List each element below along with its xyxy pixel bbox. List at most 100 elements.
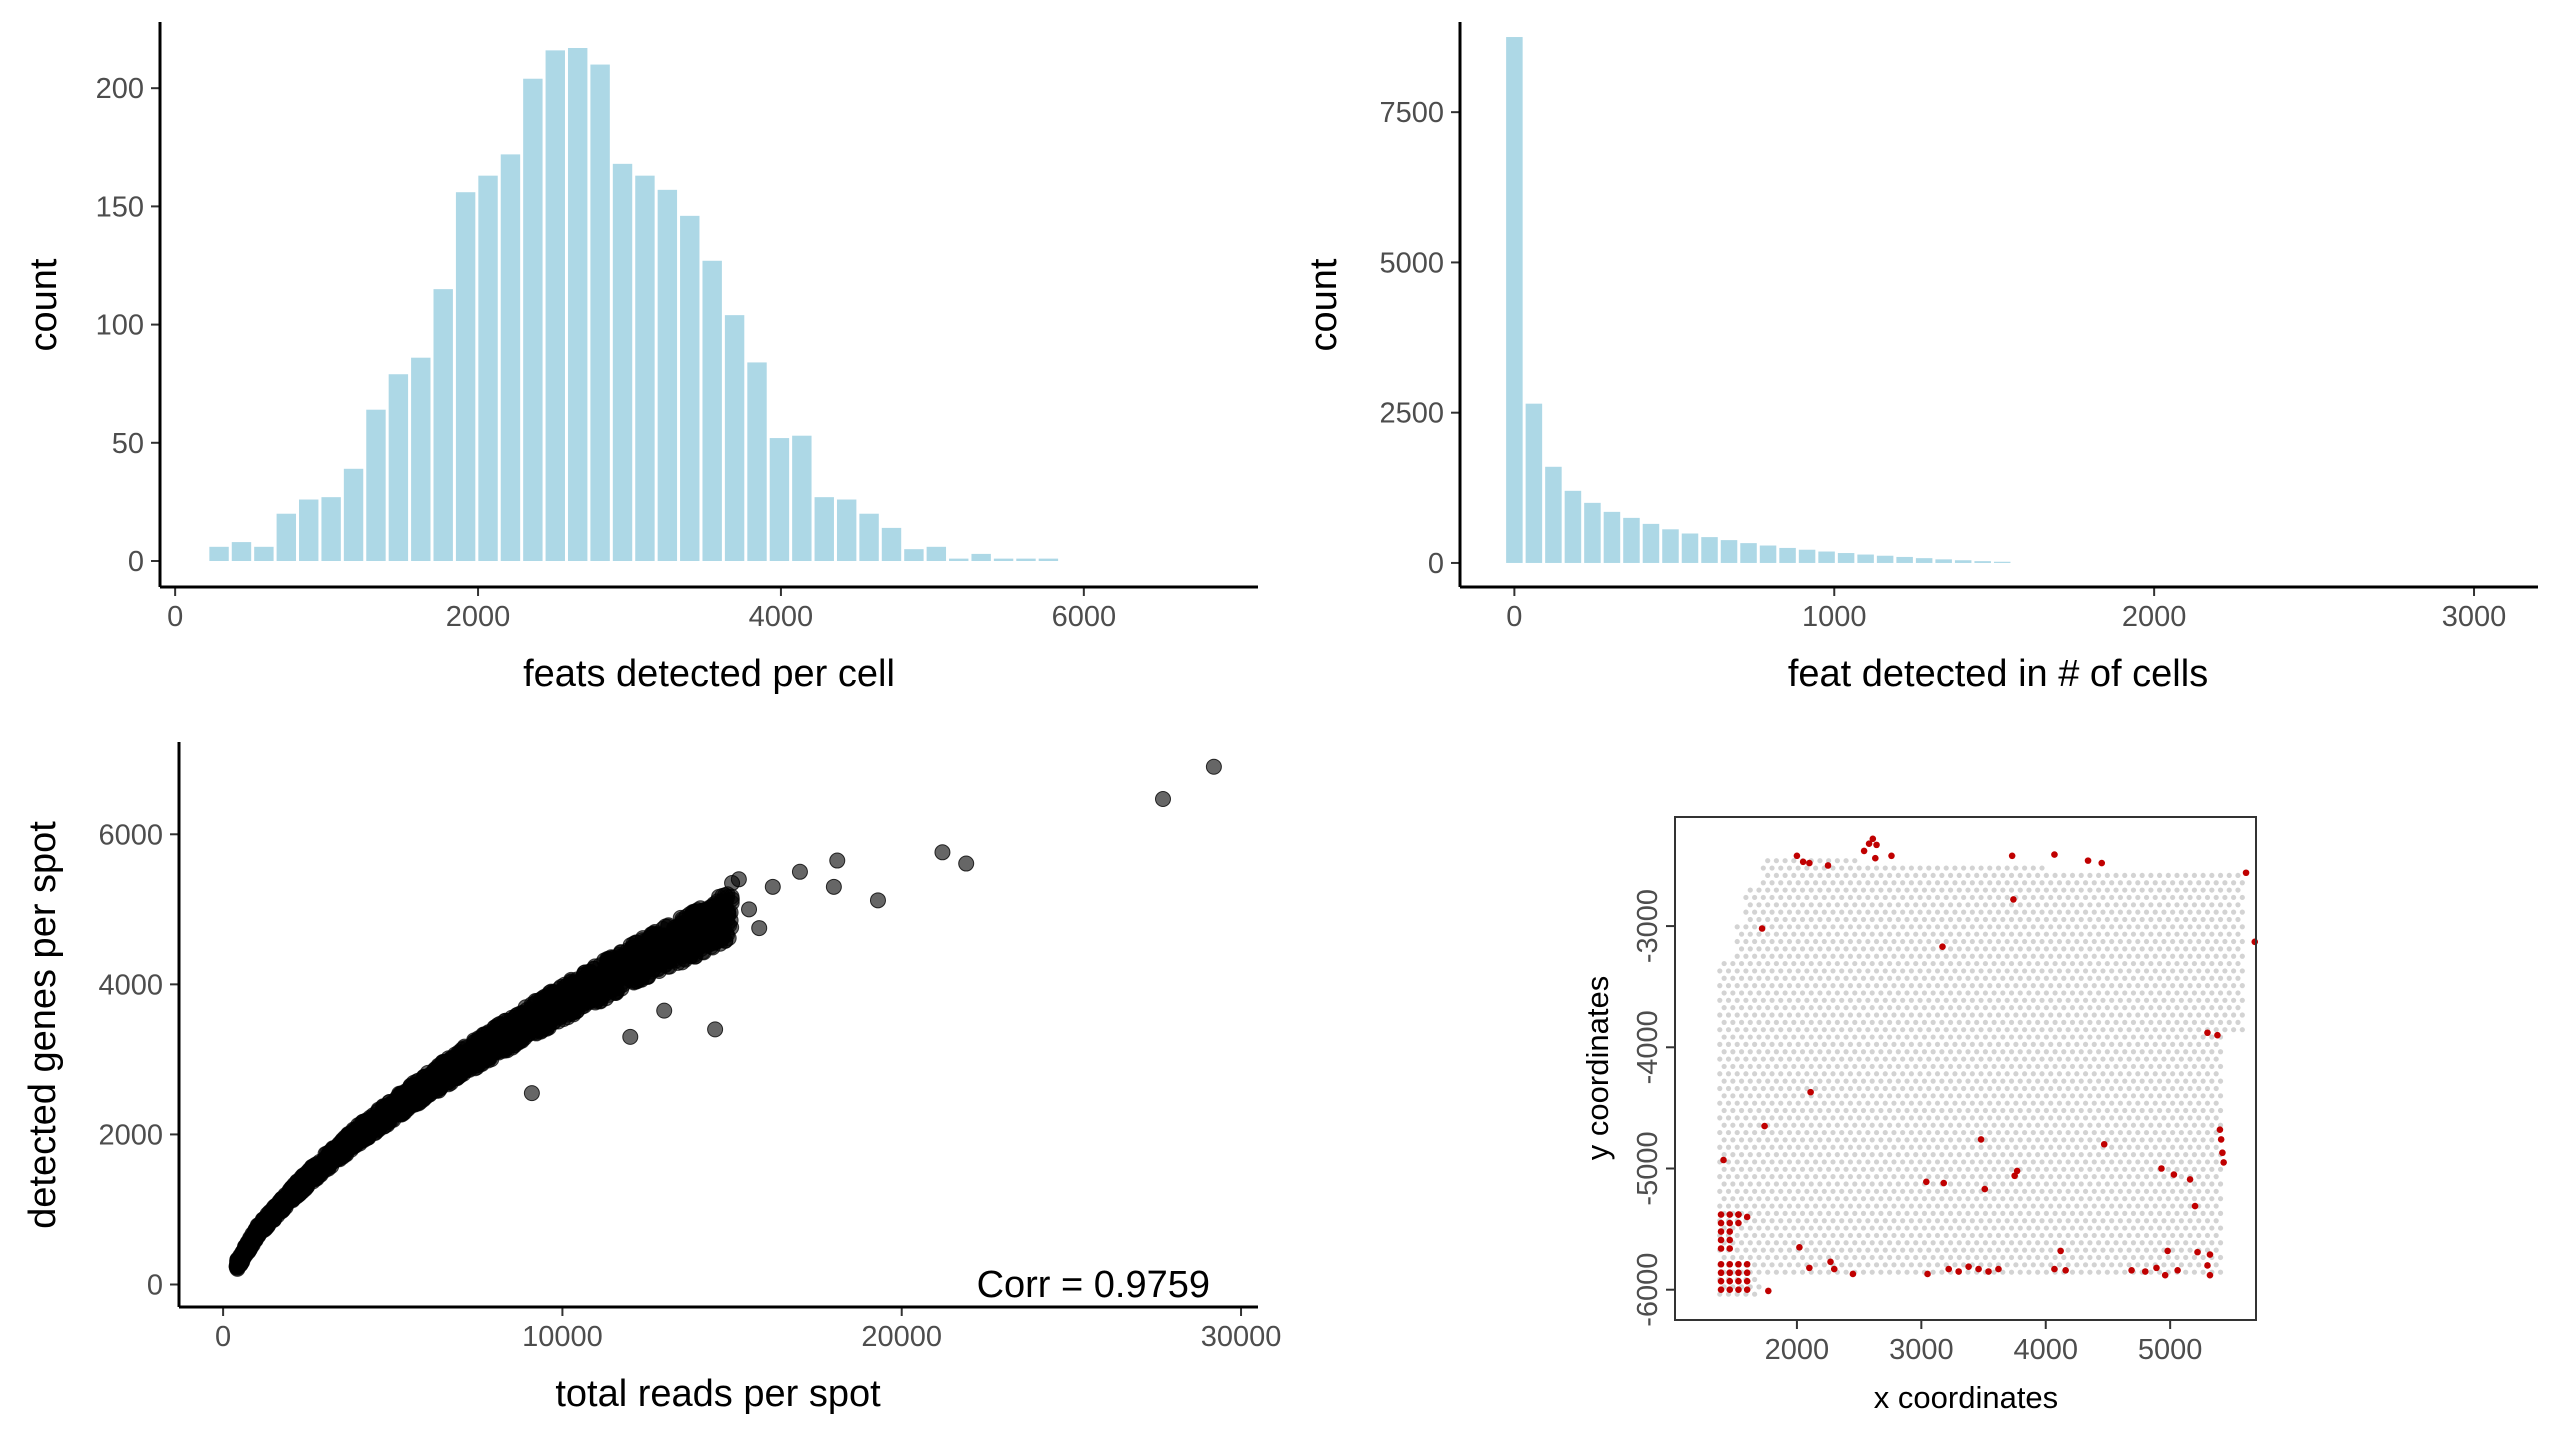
spatial-spot — [2091, 1159, 2097, 1165]
spatial-spot — [1795, 1085, 1801, 1092]
spatial-spot — [1799, 1181, 1806, 1187]
spatial-spot — [2174, 946, 2180, 952]
spatial-spot — [1821, 924, 1827, 930]
spatial-spot — [2226, 872, 2232, 879]
spatial-spot — [1795, 1027, 1801, 1033]
spatial-spot — [1930, 1063, 1936, 1070]
spatial-spot — [2069, 931, 2076, 937]
spatial-spot — [1921, 902, 1928, 908]
spatial-spot — [2082, 1041, 2089, 1047]
spatial-spot — [2156, 1034, 2163, 1040]
spatial-spot — [1891, 1027, 1897, 1033]
spatial-spot — [1995, 997, 2002, 1003]
spatial-spot — [1930, 916, 1936, 923]
spatial-spot — [1969, 865, 1975, 871]
spatial-spot — [1891, 1144, 1897, 1150]
spatial-spot — [1786, 1027, 1793, 1033]
spatial-spot — [1873, 997, 1880, 1003]
spatial-spot — [1834, 1005, 1840, 1011]
spatial-spot — [2239, 1027, 2245, 1033]
spatial-spot — [2021, 880, 2028, 886]
spatial-spot — [2113, 1049, 2119, 1055]
spatial-spot — [1926, 1129, 1932, 1136]
spatial-spot — [1778, 1056, 1784, 1062]
spatial-spot — [1734, 1085, 1740, 1092]
spatial-spot — [1995, 1100, 2002, 1106]
spatial-spot — [1773, 990, 1779, 996]
spatial-spot — [2000, 1049, 2006, 1055]
spatial-spot — [2004, 909, 2010, 915]
spatial-spot — [1843, 916, 1849, 923]
spatial-spot — [1808, 1181, 1814, 1187]
spatial-spot — [2078, 946, 2084, 952]
spatial-spot — [2196, 1144, 2202, 1150]
histogram-bar — [769, 438, 790, 561]
spatial-spot — [2187, 1041, 2193, 1047]
spatial-spot — [1882, 880, 1888, 886]
spatial-spot — [2013, 1071, 2019, 1077]
spatial-spot — [2152, 1085, 2158, 1092]
scatter-point — [654, 948, 671, 965]
spatial-spot — [1891, 1115, 1897, 1121]
spatial-spot — [2143, 938, 2150, 945]
spatial-spot — [2122, 1078, 2128, 1084]
spatial-spot — [2152, 1144, 2158, 1150]
spatial-spot — [2152, 983, 2158, 989]
spatial-spot — [1834, 931, 1840, 937]
spatial-spot — [1778, 997, 1784, 1003]
spatial-spot — [1995, 1012, 2002, 1018]
spatial-spot — [1830, 894, 1836, 901]
spatial-spot — [1839, 865, 1845, 871]
spatial-spot — [2161, 1115, 2167, 1121]
spatial-spot — [1869, 931, 1875, 937]
spatial-spot — [2231, 909, 2237, 915]
spatial-spot — [1978, 894, 1984, 901]
spatial-spot — [2035, 1093, 2041, 1099]
spatial-spot — [1821, 1071, 1827, 1077]
spatial-spot — [1952, 1188, 1958, 1194]
spatial-spot — [2035, 1107, 2041, 1114]
spatial-spot — [1969, 1012, 1975, 1018]
spatial-spot — [2100, 1115, 2106, 1121]
spatial-spot — [1752, 1012, 1758, 1018]
spatial-spot — [2156, 1078, 2163, 1084]
spatial-spot — [2170, 983, 2176, 989]
spatial-spot — [2126, 1188, 2132, 1194]
spatial-spot — [1939, 1122, 1945, 1128]
spatial-spot — [1834, 872, 1840, 879]
spatial-spot — [2004, 1144, 2010, 1150]
spatial-spot — [1843, 887, 1849, 893]
spatial-spot — [2043, 872, 2049, 879]
spatial-spot — [1812, 1115, 1819, 1121]
spatial-spot — [1734, 1129, 1740, 1136]
spatial-spot — [2196, 894, 2202, 901]
spatial-spot — [2196, 1056, 2202, 1062]
spatial-spot — [1847, 1012, 1854, 1018]
spatial-spot — [2069, 1005, 2076, 1011]
spatial-spot — [1895, 1107, 1901, 1114]
spatial-spot — [2135, 1144, 2141, 1150]
spatial-spot — [2100, 1085, 2106, 1092]
spatial-spot — [2039, 1071, 2045, 1077]
spatial-spot — [1947, 946, 1954, 952]
spatial-spot — [2056, 983, 2063, 989]
spatial-spot — [1865, 1129, 1871, 1136]
spatial-spot — [1830, 1115, 1836, 1121]
spatial-spot — [1947, 960, 1954, 967]
spatial-spot — [2183, 887, 2189, 893]
spatial-spot — [2039, 953, 2045, 959]
spatial-spot — [1804, 1129, 1810, 1136]
spatial-spot — [2148, 931, 2154, 937]
spatial-spot — [1852, 960, 1858, 967]
spatial-spot — [1891, 865, 1897, 871]
spatial-spot — [2209, 1049, 2215, 1055]
spatial-spot — [2209, 887, 2215, 893]
scatter-point — [764, 878, 781, 895]
spatial-spot — [2069, 975, 2076, 981]
spatial-spot — [1730, 1005, 1736, 1011]
spatial-spot — [2117, 909, 2123, 915]
spatial-spot — [1952, 1100, 1958, 1106]
spatial-spot — [2109, 1041, 2115, 1047]
spatial-spot — [1721, 1034, 1727, 1040]
spatial-spot — [2017, 931, 2023, 937]
